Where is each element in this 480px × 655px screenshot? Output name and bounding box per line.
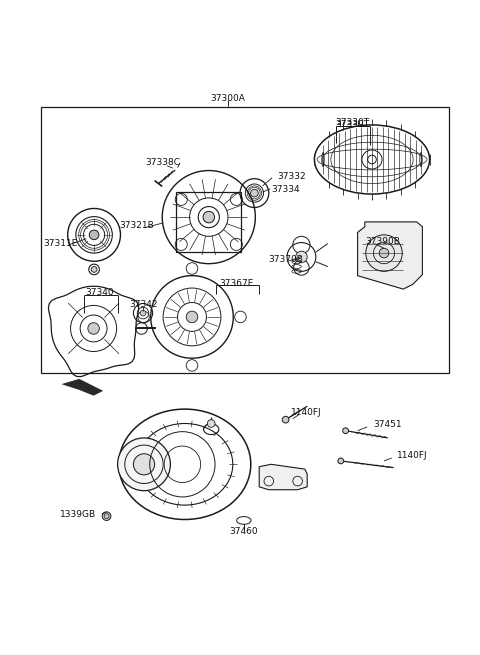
Text: 37340: 37340 [85, 288, 114, 297]
Bar [177, 192, 241, 252]
Circle shape [338, 458, 344, 464]
Text: 1140FJ: 1140FJ [291, 408, 322, 417]
Polygon shape [259, 464, 307, 490]
Text: 37338C: 37338C [146, 159, 180, 168]
Circle shape [282, 417, 289, 423]
Text: 37460: 37460 [229, 527, 258, 536]
Circle shape [118, 438, 170, 491]
Circle shape [203, 212, 215, 223]
Text: 37311E: 37311E [44, 238, 78, 248]
Text: 1140FJ: 1140FJ [397, 451, 428, 460]
Circle shape [133, 454, 155, 475]
Circle shape [207, 420, 215, 427]
Text: 37451: 37451 [373, 420, 402, 429]
Text: 1339GB: 1339GB [60, 510, 96, 519]
Text: 37342: 37342 [129, 301, 157, 309]
Circle shape [102, 512, 111, 521]
Text: 37300A: 37300A [211, 94, 245, 103]
Circle shape [296, 251, 307, 263]
Polygon shape [358, 222, 422, 289]
Text: 37367E: 37367E [219, 279, 253, 288]
Circle shape [343, 428, 348, 434]
Circle shape [88, 323, 99, 334]
Circle shape [251, 189, 258, 197]
Text: 37370B: 37370B [268, 255, 303, 265]
Text: 37390B: 37390B [365, 236, 400, 246]
Text: 37334: 37334 [271, 185, 300, 195]
Circle shape [89, 230, 99, 240]
Bar [41, 107, 449, 373]
Circle shape [379, 248, 389, 258]
Circle shape [91, 267, 97, 272]
Circle shape [140, 310, 146, 316]
Polygon shape [61, 379, 103, 396]
Text: 37321B: 37321B [120, 221, 154, 231]
Circle shape [186, 311, 198, 323]
Text: 37330T: 37330T [336, 120, 370, 129]
Text: 37332: 37332 [277, 172, 306, 181]
Text: 37330T: 37330T [336, 118, 370, 127]
Circle shape [366, 235, 402, 271]
